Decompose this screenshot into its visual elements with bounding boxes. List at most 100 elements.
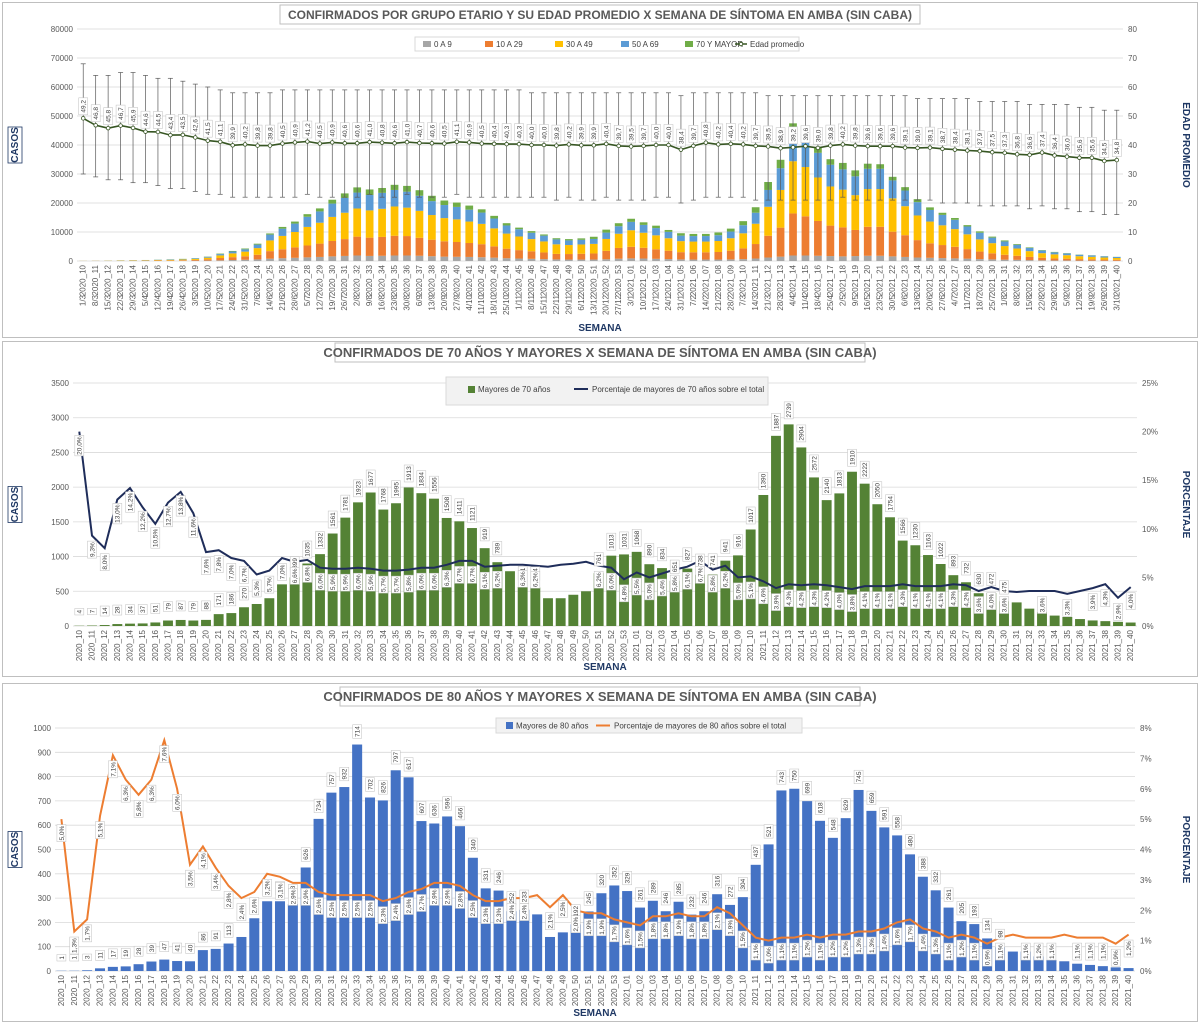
data-label: 521: [763, 824, 774, 839]
data-label: 45,8: [103, 107, 113, 125]
bar: [532, 914, 543, 971]
data-label: 2,6%: [249, 897, 260, 915]
bar: [750, 864, 761, 971]
stacked-bar-segment: [938, 258, 947, 261]
data-label-text: 40,9: [292, 124, 299, 137]
data-label-box: [514, 123, 524, 141]
x-date-label: 25/4: [826, 294, 835, 310]
stacked-bar-segment: [876, 189, 885, 227]
data-label-box: [956, 939, 967, 958]
stacked-bar-segment: [1088, 256, 1096, 260]
stacked-bar-segment: [863, 226, 872, 256]
data-label-box: [429, 572, 439, 591]
x-tick-label: 2021_35: [1050, 264, 1059, 296]
data-label: 40,0: [539, 124, 549, 142]
data-label-text: 1031: [621, 533, 628, 548]
data-label-box: [745, 506, 756, 525]
stacked-bar-segment: [726, 250, 735, 260]
data-label-text: 1813: [837, 472, 844, 487]
y-tick-label: 600: [38, 821, 52, 830]
stacked-bar-segment: [951, 229, 959, 247]
data-label-box: [999, 132, 1010, 150]
stacked-bar-segment: [415, 237, 424, 256]
data-label: 40,6: [389, 122, 400, 141]
data-label: 3,6%: [973, 596, 984, 614]
stacked-bar-segment: [378, 255, 386, 261]
stacked-bar-segment: [228, 260, 237, 261]
stacked-bar-segment: [502, 223, 511, 226]
data-label-text: 4,3%: [811, 591, 818, 606]
x-tick-label: 2020_29: [301, 974, 310, 1006]
data-label: 626: [300, 847, 311, 862]
data-label: 6,7%: [239, 566, 249, 584]
data-label-text: 261: [946, 889, 953, 900]
data-label-box: [1033, 942, 1044, 961]
y-tick-label: 30000: [51, 170, 74, 179]
data-label-text: 40,5: [479, 125, 486, 138]
bar: [210, 948, 221, 971]
x-tick-label: 2021_07: [708, 629, 717, 661]
data-label: 826: [378, 780, 388, 795]
stacked-bar-segment: [776, 256, 785, 261]
stacked-bar-segment: [440, 218, 449, 242]
stacked-bar-segment: [403, 236, 411, 256]
x-tick-label: 2021_06: [687, 974, 696, 1006]
data-label-box: [137, 510, 148, 532]
data-label-text: 34,8: [1114, 141, 1121, 154]
data-label-text: 246: [496, 872, 503, 883]
stacked-bar-segment: [739, 248, 748, 260]
x-tick-label: 2021_11: [759, 629, 768, 660]
stacked-bar-segment: [465, 243, 474, 257]
x-tick-label: 2020_29: [315, 264, 324, 296]
stacked-bar-segment: [701, 241, 710, 253]
x-tick-label: 2021_04: [670, 629, 679, 661]
data-label: 757: [326, 772, 337, 787]
x-date-label: 12/7: [315, 294, 324, 310]
data-label-text: 28: [115, 606, 122, 614]
data-label-box: [763, 945, 774, 964]
x-date-label: 28/3: [776, 294, 785, 310]
data-label-text: 1411: [457, 500, 464, 514]
stacked-bar-segment: [1025, 247, 1034, 252]
data-label: 246: [699, 891, 710, 906]
stacked-bar-segment: [938, 214, 947, 226]
data-label-box: [492, 541, 503, 556]
x-tick-label: 2021_15: [810, 629, 819, 661]
average-age-point: [292, 140, 298, 145]
data-label-text: 39,7: [616, 127, 623, 140]
data-label-text: 10,5%: [153, 529, 160, 548]
x-date-label: 12/9: [1075, 294, 1084, 310]
data-label-text: 1,7%: [612, 926, 619, 941]
data-label-box: [912, 127, 923, 145]
stacked-bar-segment: [291, 247, 299, 258]
data-label: 40,2: [564, 123, 574, 142]
data-label-box: [479, 571, 490, 590]
data-label-text: 39,8: [853, 127, 860, 140]
data-label-text: 45,8: [106, 109, 113, 122]
average-age-point: [604, 141, 609, 147]
data-label-text: 899: [292, 558, 299, 569]
x-tick-label: 2020_42: [477, 264, 486, 296]
data-label-text: 2,5%: [342, 901, 349, 916]
x-tick-label: 2020_35: [390, 264, 399, 296]
data-label-box: [1074, 137, 1085, 155]
stacked-bar-segment: [540, 259, 548, 261]
y2-tick-label: 1%: [1140, 937, 1152, 946]
data-label-text: 39,0: [815, 129, 822, 142]
data-label-box: [776, 770, 787, 785]
x-date-label: 29/8: [1050, 294, 1059, 310]
x-tick-label: 2020_10: [75, 629, 84, 661]
data-label-text: 40,0: [541, 126, 548, 139]
data-label-text: 2,5%: [367, 901, 374, 916]
x-tick-label: 2021_40: [1124, 974, 1133, 1006]
data-label-box: [185, 943, 195, 954]
data-label-text: 245: [586, 893, 593, 904]
data-label-box: [1072, 942, 1082, 961]
stacked-bar-segment: [589, 236, 598, 239]
data-label: 5,8%: [133, 800, 144, 818]
stacked-bar-segment: [452, 219, 461, 243]
data-label: 270: [239, 586, 249, 601]
stacked-bar-segment: [266, 251, 274, 259]
data-label: 39,8: [850, 124, 861, 143]
data-label: 2,6%: [403, 897, 414, 915]
